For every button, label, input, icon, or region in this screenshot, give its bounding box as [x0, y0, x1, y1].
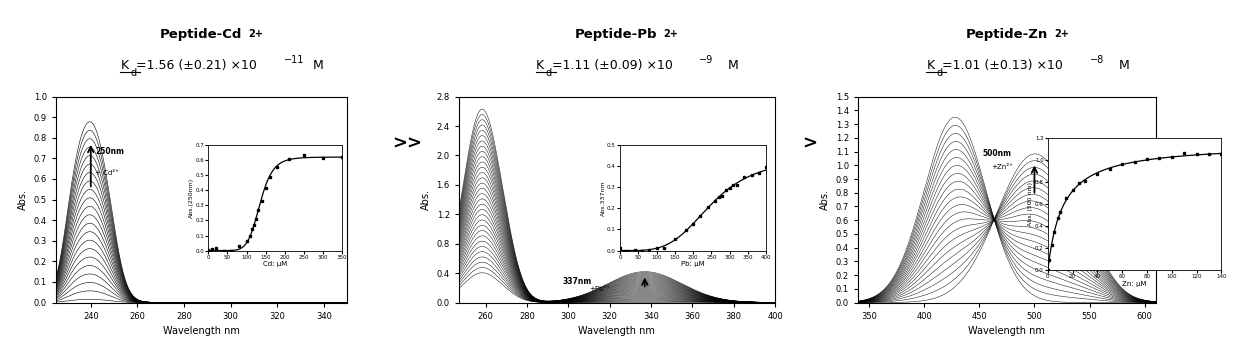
Text: Peptide-Pb: Peptide-Pb	[575, 28, 657, 41]
X-axis label: Wavelength nm: Wavelength nm	[579, 326, 655, 336]
Text: d: d	[936, 68, 942, 78]
Y-axis label: Abs.: Abs.	[820, 189, 831, 210]
Y-axis label: Abs. (500 nm): Abs. (500 nm)	[1028, 182, 1033, 226]
X-axis label: Cd: μM: Cd: μM	[263, 261, 288, 267]
X-axis label: Wavelength nm: Wavelength nm	[968, 326, 1045, 336]
Text: 337nm: 337nm	[562, 277, 591, 286]
Text: +Zn²⁺: +Zn²⁺	[992, 164, 1013, 170]
Y-axis label: Abs.(250nm): Abs.(250nm)	[188, 178, 193, 218]
Text: −11: −11	[284, 55, 304, 65]
Text: −9: −9	[699, 55, 713, 65]
Text: Peptide-Cd: Peptide-Cd	[160, 28, 242, 41]
Text: 500nm: 500nm	[982, 149, 1012, 158]
Y-axis label: Abs.: Abs.	[17, 189, 29, 210]
Text: M: M	[1115, 59, 1130, 72]
Text: M: M	[309, 59, 324, 72]
Text: K: K	[120, 59, 129, 72]
Y-axis label: Abs.: Abs.	[420, 189, 432, 210]
Text: −8: −8	[1090, 55, 1104, 65]
Text: 2+: 2+	[248, 29, 263, 39]
X-axis label: Pb: μM: Pb: μM	[681, 261, 706, 267]
Text: 250nm: 250nm	[95, 147, 124, 156]
Text: d: d	[130, 68, 136, 78]
Text: +Pb²⁺: +Pb²⁺	[589, 286, 610, 292]
Text: d: d	[546, 68, 552, 78]
Text: Peptide-Zn: Peptide-Zn	[966, 28, 1048, 41]
Text: + Cd²⁺: + Cd²⁺	[95, 170, 119, 176]
Text: =1.56 (±0.21) ×10: =1.56 (±0.21) ×10	[136, 59, 257, 72]
Text: 2+: 2+	[663, 29, 678, 39]
Y-axis label: Abs.337nm: Abs.337nm	[600, 180, 605, 216]
Text: 2+: 2+	[1054, 29, 1069, 39]
Text: >>: >>	[392, 134, 422, 152]
Text: K: K	[926, 59, 935, 72]
Text: >: >	[802, 134, 817, 152]
Text: =1.11 (±0.09) ×10: =1.11 (±0.09) ×10	[552, 59, 672, 72]
X-axis label: Wavelength nm: Wavelength nm	[164, 326, 239, 336]
Text: =1.01 (±0.13) ×10: =1.01 (±0.13) ×10	[942, 59, 1063, 72]
X-axis label: Zn: μM: Zn: μM	[1122, 281, 1147, 287]
Text: M: M	[724, 59, 739, 72]
Text: K: K	[536, 59, 544, 72]
